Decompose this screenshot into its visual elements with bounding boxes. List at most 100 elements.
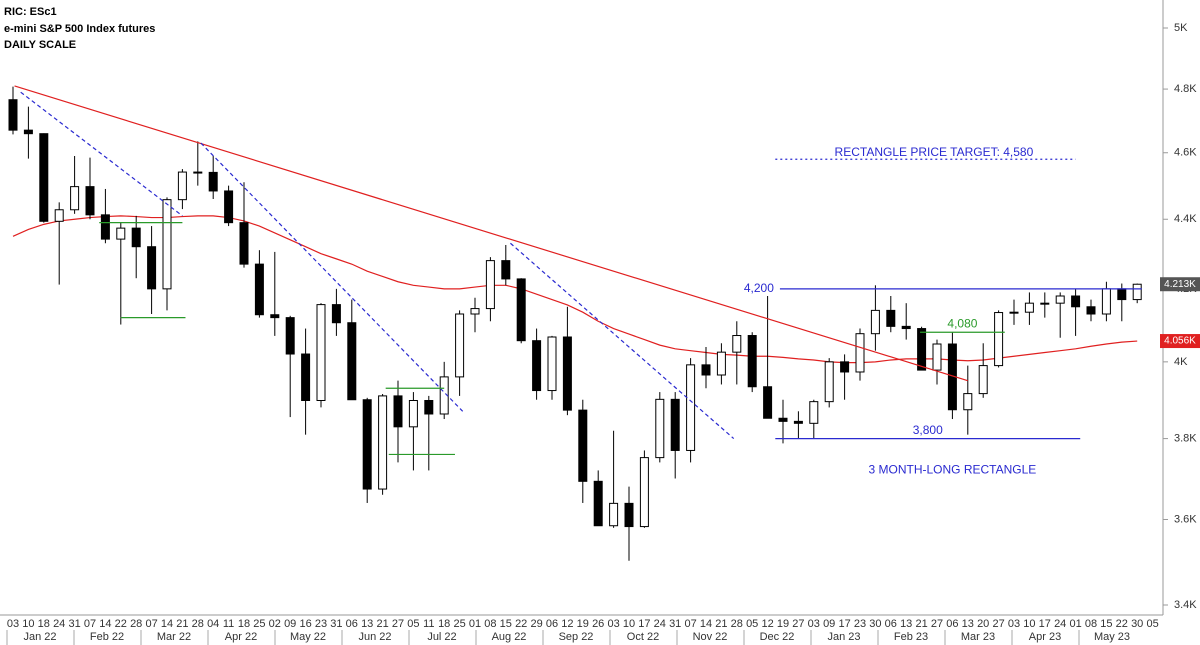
y-tick-label: 5K	[1174, 22, 1188, 34]
candle-body	[301, 353, 311, 401]
x-tick-label: 22	[1116, 618, 1128, 630]
x-tick-label: 31	[669, 618, 681, 630]
candle-body	[1132, 283, 1142, 301]
x-tick-label: 31	[68, 618, 80, 630]
candle-body	[793, 420, 803, 424]
candle-body	[1117, 288, 1127, 301]
candle-body	[162, 199, 172, 290]
y-tick-label: 4.4K	[1174, 213, 1197, 225]
candle-body	[378, 395, 388, 490]
x-tick-label: 10	[623, 618, 635, 630]
x-tick-label: 12	[761, 618, 773, 630]
x-tick-label: 17	[638, 618, 650, 630]
month-label: Feb 22	[90, 631, 124, 643]
price-tag-label: 4.056K	[1164, 336, 1196, 347]
trendline	[14, 85, 968, 382]
candle-body	[131, 227, 141, 248]
x-tick-label: 05	[746, 618, 758, 630]
x-tick-label: 13	[361, 618, 373, 630]
x-tick-label: 12	[561, 618, 573, 630]
month-label: May 23	[1094, 631, 1130, 643]
x-tick-label: 18	[238, 618, 250, 630]
x-tick-label: 07	[684, 618, 696, 630]
candle-body	[609, 502, 619, 527]
x-tick-label: 06	[946, 618, 958, 630]
x-tick-label: 23	[315, 618, 327, 630]
candle-body	[994, 312, 1004, 367]
candle-body	[532, 340, 542, 392]
month-label: Mar 23	[961, 631, 995, 643]
x-tick-label: 05	[1146, 618, 1158, 630]
candle-body	[1086, 306, 1096, 315]
x-tick-label: 04	[207, 618, 219, 630]
candle-body	[285, 317, 295, 355]
candle-body	[393, 395, 403, 428]
candle-body	[809, 401, 819, 424]
candle-body	[824, 361, 834, 403]
x-tick-label: 27	[992, 618, 1004, 630]
price-tag-label: 4.213K	[1164, 279, 1196, 290]
candle-body	[516, 278, 526, 342]
x-tick-label: 25	[453, 618, 465, 630]
candle-body	[347, 322, 357, 401]
candle-body	[408, 399, 418, 428]
candle-body	[655, 398, 665, 459]
candle-body	[331, 304, 341, 324]
x-tick-label: 15	[500, 618, 512, 630]
candle-body	[701, 364, 711, 376]
x-tick-label: 21	[915, 618, 927, 630]
candle-body	[917, 328, 927, 371]
level-label: 4,200	[744, 281, 774, 295]
x-tick-label: 10	[22, 618, 34, 630]
price-tag	[1160, 334, 1200, 349]
candle-body	[39, 133, 49, 222]
price-tag	[1160, 277, 1200, 292]
candle-body	[1101, 288, 1111, 315]
x-tick-label: 11	[223, 618, 234, 630]
x-tick-label: 11	[423, 618, 434, 630]
candle-body	[855, 333, 865, 373]
candle-body	[1024, 302, 1034, 313]
x-tick-label: 08	[484, 618, 496, 630]
month-label: Jan 22	[23, 631, 56, 643]
candle-body	[716, 351, 726, 376]
candle-body	[1009, 311, 1019, 314]
candle-body	[8, 99, 18, 131]
header-line: DAILY SCALE	[4, 39, 76, 51]
x-tick-label: 19	[577, 618, 589, 630]
x-tick-label: 24	[1054, 618, 1066, 630]
x-tick-label: 30	[1131, 618, 1143, 630]
x-tick-label: 23	[854, 618, 866, 630]
candle-body	[1040, 302, 1050, 305]
candle-body	[439, 376, 449, 415]
x-tick-label: 06	[885, 618, 897, 630]
candle-body	[639, 457, 649, 528]
x-tick-label: 21	[376, 618, 388, 630]
candle-body	[85, 186, 95, 216]
x-tick-label: 17	[1039, 618, 1051, 630]
month-label: Jan 23	[827, 631, 860, 643]
candle-body	[254, 263, 264, 316]
candle-body	[732, 335, 742, 353]
candle-body	[424, 399, 434, 415]
candle-body	[547, 336, 557, 392]
month-label: May 22	[290, 631, 326, 643]
level-label: 3,800	[913, 423, 943, 437]
x-tick-label: 14	[99, 618, 111, 630]
x-tick-label: 13	[900, 618, 912, 630]
x-tick-label: 19	[777, 618, 789, 630]
x-tick-label: 13	[962, 618, 974, 630]
x-tick-label: 15	[1100, 618, 1112, 630]
candle-body	[932, 343, 942, 371]
candle-body	[747, 335, 757, 388]
x-tick-label: 28	[130, 618, 142, 630]
annotation: 3 MONTH-LONG RECTANGLE	[869, 463, 1037, 477]
candle-body	[562, 336, 572, 411]
candle-body	[670, 398, 680, 451]
x-tick-label: 27	[792, 618, 804, 630]
x-tick-label: 24	[53, 618, 65, 630]
x-tick-label: 02	[269, 618, 281, 630]
x-tick-label: 05	[407, 618, 419, 630]
x-tick-label: 03	[808, 618, 820, 630]
